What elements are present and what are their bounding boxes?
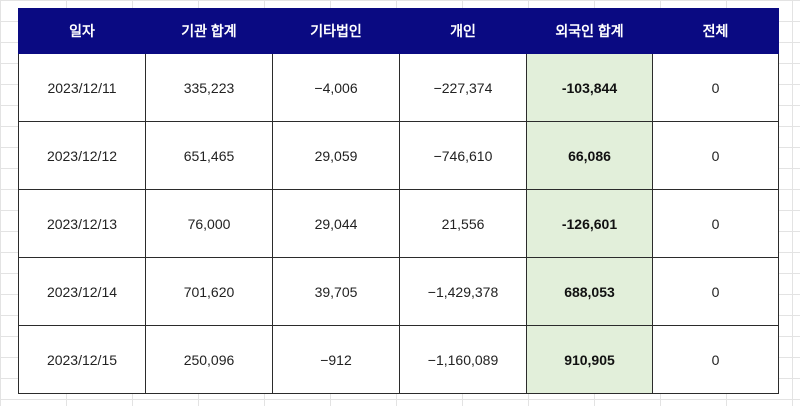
cell-foreign-total[interactable]: 910,905 (526, 325, 653, 394)
cell-other-corporations[interactable]: −912 (272, 325, 400, 394)
cell-foreign-total[interactable]: -126,601 (526, 189, 653, 258)
trading-table: 일자 기관 합계 기타법인 개인 외국인 합계 전체 2023/12/11 33… (18, 8, 779, 394)
header-other-corporations[interactable]: 기타법인 (272, 8, 400, 54)
header-foreign-total[interactable]: 외국인 합계 (526, 8, 653, 54)
cell-institution-total[interactable]: 701,620 (145, 257, 273, 326)
cell-foreign-total[interactable]: 66,086 (526, 121, 653, 190)
header-date[interactable]: 일자 (18, 8, 146, 54)
cell-date[interactable]: 2023/12/11 (18, 53, 146, 122)
cell-institution-total[interactable]: 250,096 (145, 325, 273, 394)
table-row: 2023/12/15 250,096 −912 −1,160,089 910,9… (18, 325, 779, 394)
cell-other-corporations[interactable]: −4,006 (272, 53, 400, 122)
cell-foreign-total[interactable]: 688,053 (526, 257, 653, 326)
cell-individual[interactable]: 21,556 (399, 189, 527, 258)
header-overall[interactable]: 전체 (652, 8, 779, 54)
cell-institution-total[interactable]: 335,223 (145, 53, 273, 122)
table-row: 2023/12/14 701,620 39,705 −1,429,378 688… (18, 257, 779, 326)
cell-foreign-total[interactable]: -103,844 (526, 53, 653, 122)
table-row: 2023/12/12 651,465 29,059 −746,610 66,08… (18, 121, 779, 190)
cell-individual[interactable]: −1,160,089 (399, 325, 527, 394)
cell-overall[interactable]: 0 (652, 325, 779, 394)
cell-date[interactable]: 2023/12/13 (18, 189, 146, 258)
cell-date[interactable]: 2023/12/14 (18, 257, 146, 326)
cell-individual[interactable]: −746,610 (399, 121, 527, 190)
cell-other-corporations[interactable]: 29,059 (272, 121, 400, 190)
table-row: 2023/12/13 76,000 29,044 21,556 -126,601… (18, 189, 779, 258)
cell-other-corporations[interactable]: 39,705 (272, 257, 400, 326)
cell-individual[interactable]: −227,374 (399, 53, 527, 122)
cell-institution-total[interactable]: 651,465 (145, 121, 273, 190)
cell-other-corporations[interactable]: 29,044 (272, 189, 400, 258)
cell-individual[interactable]: −1,429,378 (399, 257, 527, 326)
cell-overall[interactable]: 0 (652, 257, 779, 326)
cell-overall[interactable]: 0 (652, 53, 779, 122)
header-row: 일자 기관 합계 기타법인 개인 외국인 합계 전체 (18, 8, 779, 54)
table-row: 2023/12/11 335,223 −4,006 −227,374 -103,… (18, 53, 779, 122)
cell-date[interactable]: 2023/12/12 (18, 121, 146, 190)
cell-date[interactable]: 2023/12/15 (18, 325, 146, 394)
header-individual[interactable]: 개인 (399, 8, 527, 54)
header-institution-total[interactable]: 기관 합계 (145, 8, 273, 54)
cell-institution-total[interactable]: 76,000 (145, 189, 273, 258)
cell-overall[interactable]: 0 (652, 189, 779, 258)
cell-overall[interactable]: 0 (652, 121, 779, 190)
